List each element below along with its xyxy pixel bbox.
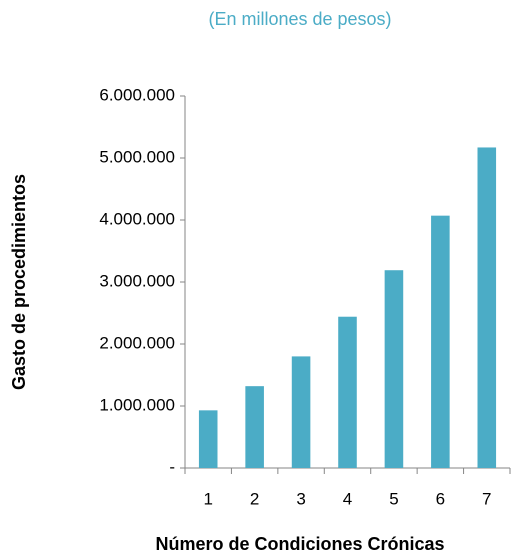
y-tick-label: 5.000.000: [99, 147, 175, 166]
bar: [291, 356, 311, 468]
y-tick-label: 4.000.000: [99, 209, 175, 228]
x-tick-label: 7: [482, 489, 491, 508]
y-tick-label: 6.000.000: [99, 85, 175, 104]
bar: [198, 410, 218, 468]
bar: [384, 270, 404, 468]
x-tick-label: 3: [296, 489, 305, 508]
chart-title: (En millones de pesos): [208, 9, 391, 29]
x-axis-title: Número de Condiciones Crónicas: [155, 534, 444, 554]
y-tick-label: 3.000.000: [99, 271, 175, 290]
y-axis-title: Gasto de procedimientos: [9, 174, 29, 390]
bar: [477, 147, 497, 468]
bar: [431, 215, 450, 468]
bar: [245, 386, 264, 468]
y-tick-label: 2.000.000: [99, 333, 175, 352]
x-tick-label: 5: [389, 489, 398, 508]
bar: [338, 316, 357, 468]
x-tick-label: 4: [343, 489, 352, 508]
x-tick-label: 1: [203, 489, 212, 508]
x-tick-label: 6: [436, 489, 445, 508]
y-tick-label: -: [169, 457, 175, 476]
x-tick-label: 2: [250, 489, 259, 508]
y-tick-label: 1.000.000: [99, 395, 175, 414]
